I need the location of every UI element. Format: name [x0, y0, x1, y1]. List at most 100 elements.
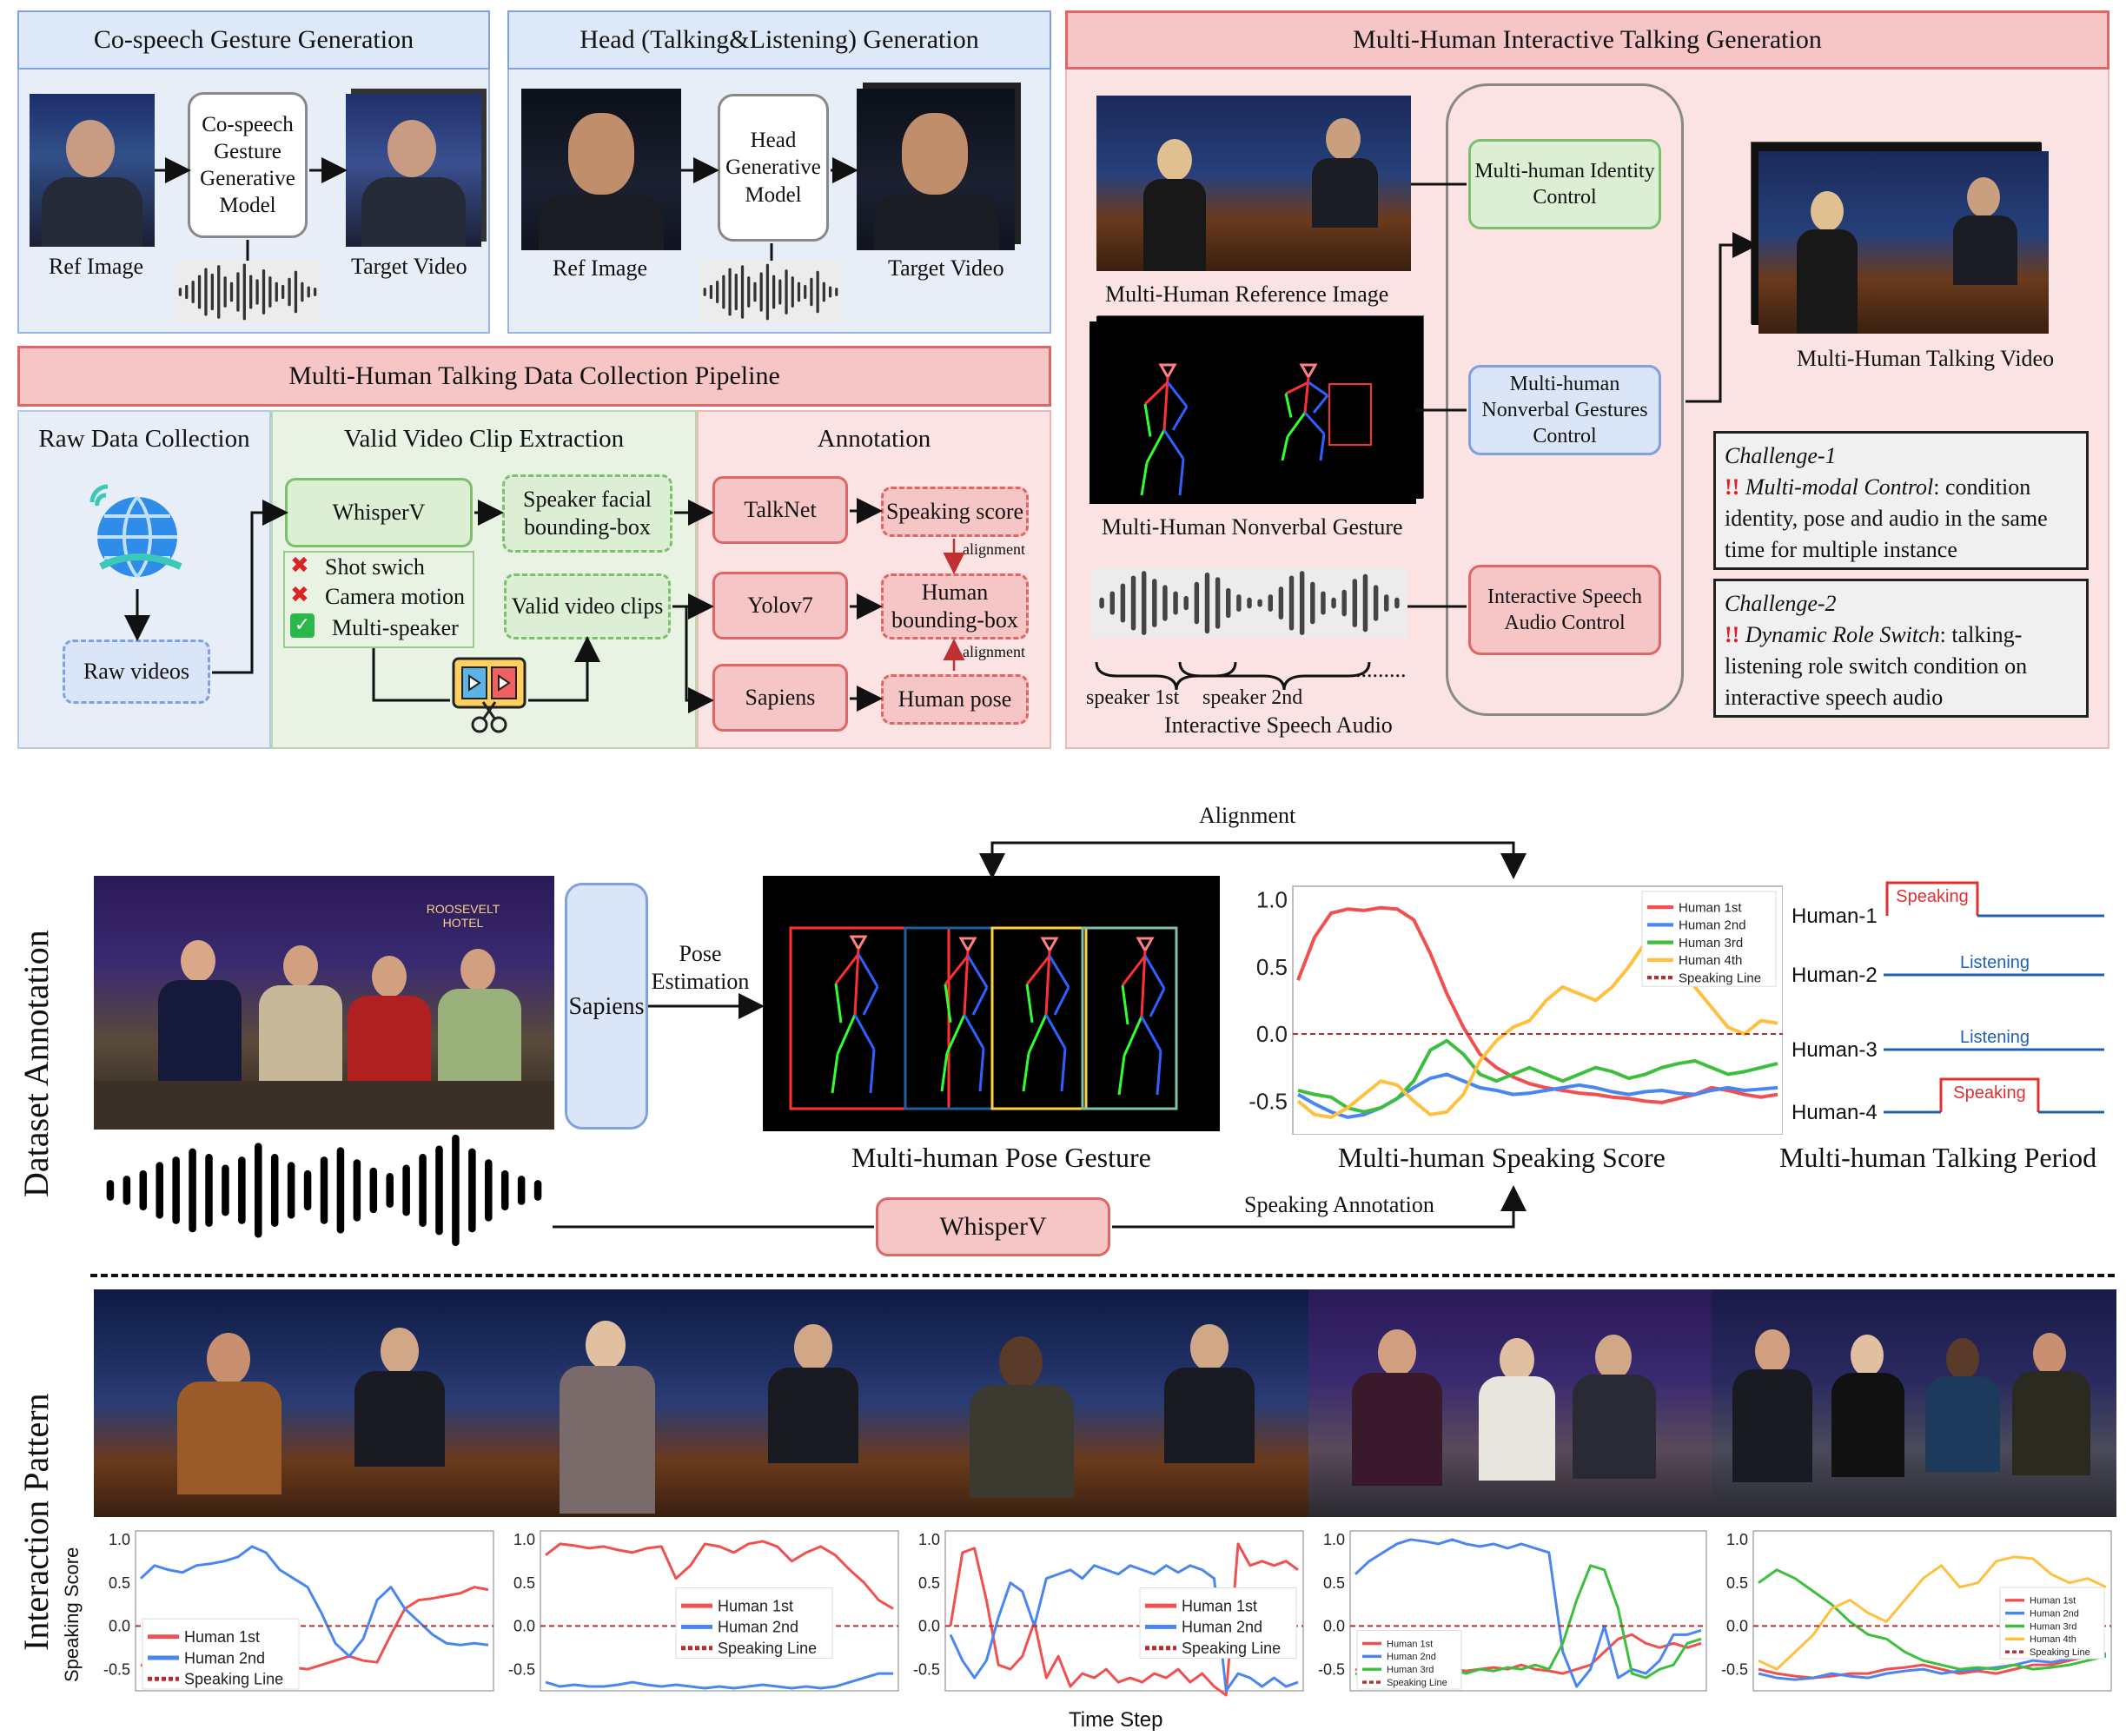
legend-label: Human 2nd — [718, 1619, 798, 1636]
y-tick-label: 1.0 — [1256, 887, 1288, 913]
legend-label: Human 3rd — [1387, 1665, 1434, 1675]
challenge-1-text: : condition identity, pose and audio in … — [1725, 474, 2048, 562]
filter-item-1: Shot swich — [325, 554, 425, 580]
pose-skeleton — [940, 937, 989, 1092]
series-line-human-2nd — [1758, 1652, 2107, 1681]
head-audio-wave — [699, 261, 843, 323]
legend — [1356, 1630, 1462, 1690]
y-tick-label: -0.5 — [1248, 1088, 1288, 1114]
period-human-label: Human-3 — [1792, 1038, 1878, 1062]
audio-control-box: Interactive Speech Audio Control — [1468, 565, 1661, 655]
y-tick-label: 1.0 — [513, 1531, 535, 1548]
valid-clips-box: Valid video clips — [504, 573, 671, 639]
pattern-chart-3: 1.0 0.5 0.0 -0.5 Human 1st Human 2nd Speaking … — [904, 1524, 1308, 1698]
filter-x-icon-2: ✖ — [290, 582, 309, 608]
pose-skeleton — [831, 935, 879, 1094]
series-line-human-2nd — [949, 1564, 1299, 1693]
y-tick-label: 0.0 — [109, 1618, 130, 1635]
legend-label: Human 4th — [1679, 953, 1742, 968]
speaking-score-box: Speaking score — [881, 487, 1029, 537]
y-tick-label: 0.5 — [1256, 954, 1288, 980]
interaction-frame-3 — [904, 1289, 1308, 1517]
globe-icon — [85, 483, 189, 587]
filter-item-2: Camera motion — [325, 584, 466, 609]
period-state-label: Listening — [1960, 1028, 2030, 1047]
y-tick-label: 0.5 — [109, 1574, 130, 1592]
audio-label: Interactive Speech Audio — [1164, 712, 1393, 738]
legend-label: Human 3rd — [1679, 936, 1743, 951]
series-line-human-1st — [545, 1540, 894, 1610]
series-line-human-4th — [1296, 935, 1778, 1119]
y-tick-label: 1.0 — [109, 1531, 130, 1548]
head-ref-image — [521, 89, 681, 250]
period-human-label: Human-1 — [1792, 904, 1878, 928]
speaking-annotation-label: Speaking Annotation — [1244, 1192, 1434, 1217]
legend-label: Human 1st — [184, 1628, 260, 1646]
gesture-panel-title: Co-speech Gesture Generation — [17, 10, 490, 70]
y-tick-label: 0.5 — [513, 1574, 535, 1592]
legend-label: Human 1st — [718, 1597, 793, 1614]
period-caption: Multi-human Talking Period — [1779, 1142, 2097, 1173]
talking-period-chart: Human-1 Speaking Human-2 Listening Human-3 Li… — [1786, 876, 2116, 1136]
hotel-sign: ROOSEVELT HOTEL — [426, 902, 500, 930]
period-state-label: Speaking — [1953, 1083, 2025, 1103]
series-line-human-2nd — [139, 1545, 489, 1658]
identity-control-box: Multi-human Identity Control — [1468, 139, 1661, 229]
pattern-chart-4: 1.0 0.5 0.0 -0.5 Human 1st Human 2nd Human 3rd… — [1308, 1524, 1712, 1698]
interaction-frame-2 — [499, 1289, 904, 1517]
series-line-human-2nd — [545, 1672, 893, 1690]
gesture-ref-image — [30, 94, 155, 247]
gesture-image-label: Multi-Human Nonverbal Gesture — [1102, 514, 1403, 540]
legend-label: Human 4th — [2030, 1634, 2076, 1645]
head-target-label: Target Video — [888, 255, 1004, 281]
y-tick-label: 0.5 — [1323, 1574, 1345, 1592]
period-state-label: Listening — [1960, 953, 2030, 972]
pose-estimation-label: Pose Estimation — [651, 941, 750, 994]
legend-label: Speaking Line — [718, 1640, 817, 1657]
whisperv-annotation-box: WhisperV — [876, 1197, 1110, 1256]
yolov7-box: Yolov7 — [712, 572, 848, 639]
pose-gesture-image — [763, 876, 1220, 1131]
sapiens-box-top: Sapiens — [712, 664, 848, 732]
gesture-target-video — [346, 94, 481, 247]
speaker-1st-label: speaker 1st — [1086, 686, 1180, 709]
person-bbox — [1081, 926, 1178, 1110]
section-divider — [90, 1274, 2115, 1277]
talknet-box: TalkNet — [712, 476, 848, 544]
legend-label: Human 2nd — [1387, 1652, 1436, 1662]
filter-item-3: Multi-speaker — [332, 615, 459, 640]
pose-caption: Multi-human Pose Gesture — [851, 1142, 1151, 1173]
human-pose-box: Human pose — [881, 674, 1029, 725]
challenge-2-title: Challenge-2 — [1725, 591, 1837, 616]
pose-skeleton — [1281, 363, 1329, 461]
y-tick-label: 0.0 — [1323, 1618, 1345, 1635]
person-bbox — [990, 926, 1088, 1110]
talking-video-image — [1758, 151, 2049, 334]
annotation-scene-image: ROOSEVELT HOTEL — [94, 876, 554, 1130]
legend-label: Human 1st — [2030, 1596, 2076, 1607]
dataset-annotation-label: Dataset Annotation — [17, 930, 56, 1197]
filter-check-icon: ✓ — [290, 613, 315, 638]
challenge-2-box: Challenge-2 !! Dynamic Role Switch: talk… — [1713, 579, 2089, 718]
speaker-bbox-box: Speaker facial bounding-box — [502, 474, 672, 553]
challenge-2-text: : talking-listening role switch conditio… — [1725, 622, 2028, 710]
period-human-label: Human-4 — [1792, 1101, 1878, 1124]
legend-label: Human 2nd — [1679, 918, 1746, 933]
gesture-pose-image — [1089, 321, 1416, 504]
legend-label: Speaking Line — [184, 1671, 283, 1688]
reference-image — [1096, 96, 1411, 271]
challenge-1-body: !! Multi-modal Control: condition identi… — [1725, 472, 2077, 566]
video-edit-icon — [450, 653, 528, 737]
pose-skeleton — [1022, 937, 1070, 1092]
series-line-human-1st — [949, 1542, 1299, 1697]
challenge-2-body: !! Dynamic Role Switch: talking-listenin… — [1725, 620, 2077, 713]
y-tick-label: 0.0 — [1726, 1618, 1748, 1635]
interactive-audio-wave — [1091, 568, 1407, 638]
y-tick-label: 1.0 — [1726, 1531, 1748, 1548]
sapiens-box: Sapiens — [565, 883, 648, 1130]
series-line-human-2nd — [1354, 1538, 1702, 1688]
human-bbox-box: Human bounding-box — [881, 573, 1029, 639]
valid-header: Valid Video Clip Extraction — [343, 424, 625, 453]
x-axis-label: Time Step — [1069, 1708, 1163, 1732]
